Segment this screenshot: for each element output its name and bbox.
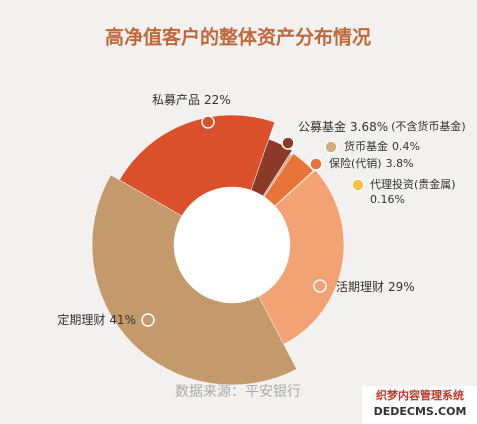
category-name: 私募产品 (152, 93, 200, 107)
category-name: 公募基金 (298, 119, 346, 134)
value-label: 29% (388, 280, 415, 294)
chart-title: 高净值客户的整体资产分布情况 (105, 26, 371, 49)
category-name: 货币基金 (344, 139, 388, 153)
category-name: 定期理财 (57, 312, 105, 327)
label-dot (141, 313, 155, 327)
source: 数据来源：平安银行 (175, 384, 301, 400)
slice-label: 活期理财 29% (336, 280, 415, 294)
value-label: 0.16% (370, 193, 405, 206)
slice-label: 公募基金 3.68% (不含货币基金) (298, 119, 466, 134)
label-dot (324, 140, 338, 154)
slice-label: 保险(代销) 3.8% (329, 156, 414, 170)
label-dot (309, 157, 323, 171)
value-label: 3.68% (350, 120, 388, 134)
slice-label: 定期理财 41% (57, 312, 136, 327)
value-label: 3.8% (386, 157, 414, 170)
watermark: 织梦内容管理系统 (376, 388, 464, 402)
category-name: 代理投资(贵金属) (370, 177, 456, 191)
label-dot (281, 136, 295, 150)
watermark-bg (362, 386, 477, 424)
label-dot (351, 178, 365, 192)
category-name: 保险(代销) (329, 156, 382, 170)
label-note: (不含货币基金) (391, 119, 466, 133)
slice-label: 私募产品 22% (152, 93, 231, 107)
label-dot (313, 279, 327, 293)
watermark: DEDECMS.COM (374, 405, 467, 418)
value-label: 41% (109, 313, 136, 327)
value-label: 22% (204, 93, 231, 107)
category-name: 活期理财 (336, 280, 384, 294)
slice-label: 货币基金 0.4% (344, 139, 420, 153)
donut-hole (174, 187, 290, 303)
label-dot (201, 115, 215, 129)
value-label: 0.4% (392, 140, 420, 153)
slice-label: 代理投资(贵金属) 0.16% (370, 177, 456, 206)
